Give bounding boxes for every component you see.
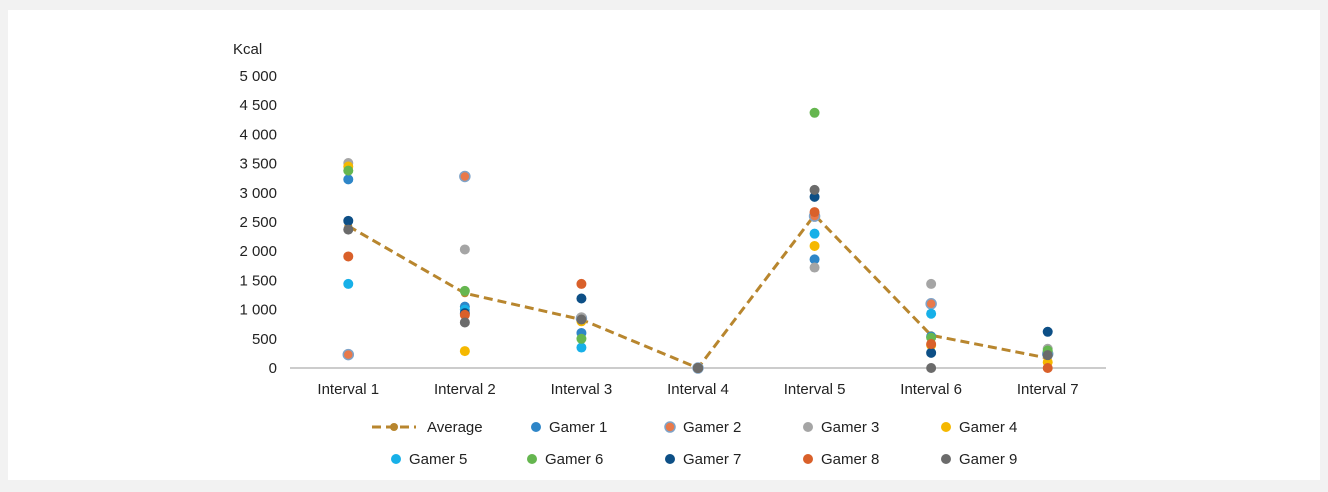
gamer-7-point [809,191,820,202]
y-tick-label: 500 [252,331,277,348]
legend-marker [527,454,537,464]
gamer-5-point [343,278,354,289]
legend-item: Gamer 3 [803,419,879,436]
legend-label: Gamer 6 [545,451,603,468]
gamer-5-point [809,228,820,239]
legend-marker [803,422,813,432]
gamer-6-point [459,285,470,296]
y-tick-label: 2 500 [239,214,277,231]
legend-item: Gamer 7 [665,451,741,468]
gamer-2-point [342,348,355,361]
legend-item: Gamer 9 [941,451,1017,468]
legend-label: Gamer 8 [821,451,879,468]
legend-marker [391,454,401,464]
gamer-2-point [459,170,471,183]
gamer-6-point [809,107,820,118]
legend-marker [664,421,676,433]
legend-label: Gamer 3 [821,419,879,436]
gamer-1-point [809,254,820,265]
gamer-3-point [926,278,937,289]
gamer-9-point [343,224,354,235]
y-tick-label: 3 500 [239,156,277,173]
legend-item: Gamer 2 [664,419,741,436]
x-tick-label: Interval 3 [551,381,613,398]
legend-marker [941,422,951,432]
x-tick-label: Interval 7 [1017,381,1079,398]
gamer-8-point [926,339,937,350]
y-tick-label: 1 500 [239,272,277,289]
gamer-8-point [809,207,820,218]
legend-item: Gamer 4 [941,419,1017,436]
x-tick-label: Interval 5 [784,381,846,398]
gamer-9-point [459,317,470,328]
gamer-5-point [576,342,587,353]
gamer-3-point [459,244,470,255]
gamer-2-point [925,298,937,310]
legend-marker [941,454,951,464]
legend-item: Gamer 1 [531,419,607,436]
gamer-7-point [576,293,587,304]
legend-label: Gamer 7 [683,451,741,468]
legend-marker [665,454,675,464]
x-tick-label: Interval 4 [667,381,729,398]
gamer-8-point [343,251,354,262]
y-tick-label: 2 000 [239,243,277,260]
gamer-8-point [576,278,587,289]
legend-item: Gamer 6 [527,451,603,468]
y-tick-label: 5 000 [239,68,277,85]
x-tick-label: Interval 6 [900,381,962,398]
y-tick-label: 4 500 [239,97,277,114]
legend-marker [531,422,541,432]
x-tick-label: Interval 2 [434,381,496,398]
gamer-5-point [926,308,937,319]
x-tick-label: Interval 1 [317,381,379,398]
legend-label: Gamer 4 [959,419,1017,436]
legend-item: Gamer 5 [391,451,467,468]
y-axis-label: Kcal [233,41,262,58]
gamer-9-point [576,314,587,325]
legend-label: Gamer 1 [549,419,607,436]
gamer-9-point [1042,350,1053,361]
legend-label: Gamer 2 [683,419,741,436]
legend-average-marker [390,423,398,431]
y-tick-label: 4 000 [239,126,277,143]
y-tick-label: 3 000 [239,185,277,202]
legend-marker [803,454,813,464]
gamer-6-point [343,165,354,176]
legend-label: Average [427,419,483,436]
y-tick-label: 1 000 [239,302,277,319]
legend-label: Gamer 5 [409,451,467,468]
gamer-1-point [343,174,354,185]
gamer-6-point [576,333,587,344]
gamer-7-point [926,347,937,358]
gamer-4-point [809,240,820,251]
y-tick-label: 0 [269,360,277,377]
legend-item: Average [372,419,483,436]
gamer-7-point [343,215,354,226]
gamer-7-point [1042,326,1053,337]
legend-label: Gamer 9 [959,451,1017,468]
legend-item: Gamer 8 [803,451,879,468]
chart-background [8,10,1320,480]
gamer-9-point [693,363,703,373]
gamer-3-point [809,262,820,273]
gamer-8-point [459,309,470,320]
gamer-8-point [1042,363,1053,373]
gamer-9-point [809,184,820,195]
gamer-9-point [926,363,937,373]
gamer-4-point [459,346,470,357]
